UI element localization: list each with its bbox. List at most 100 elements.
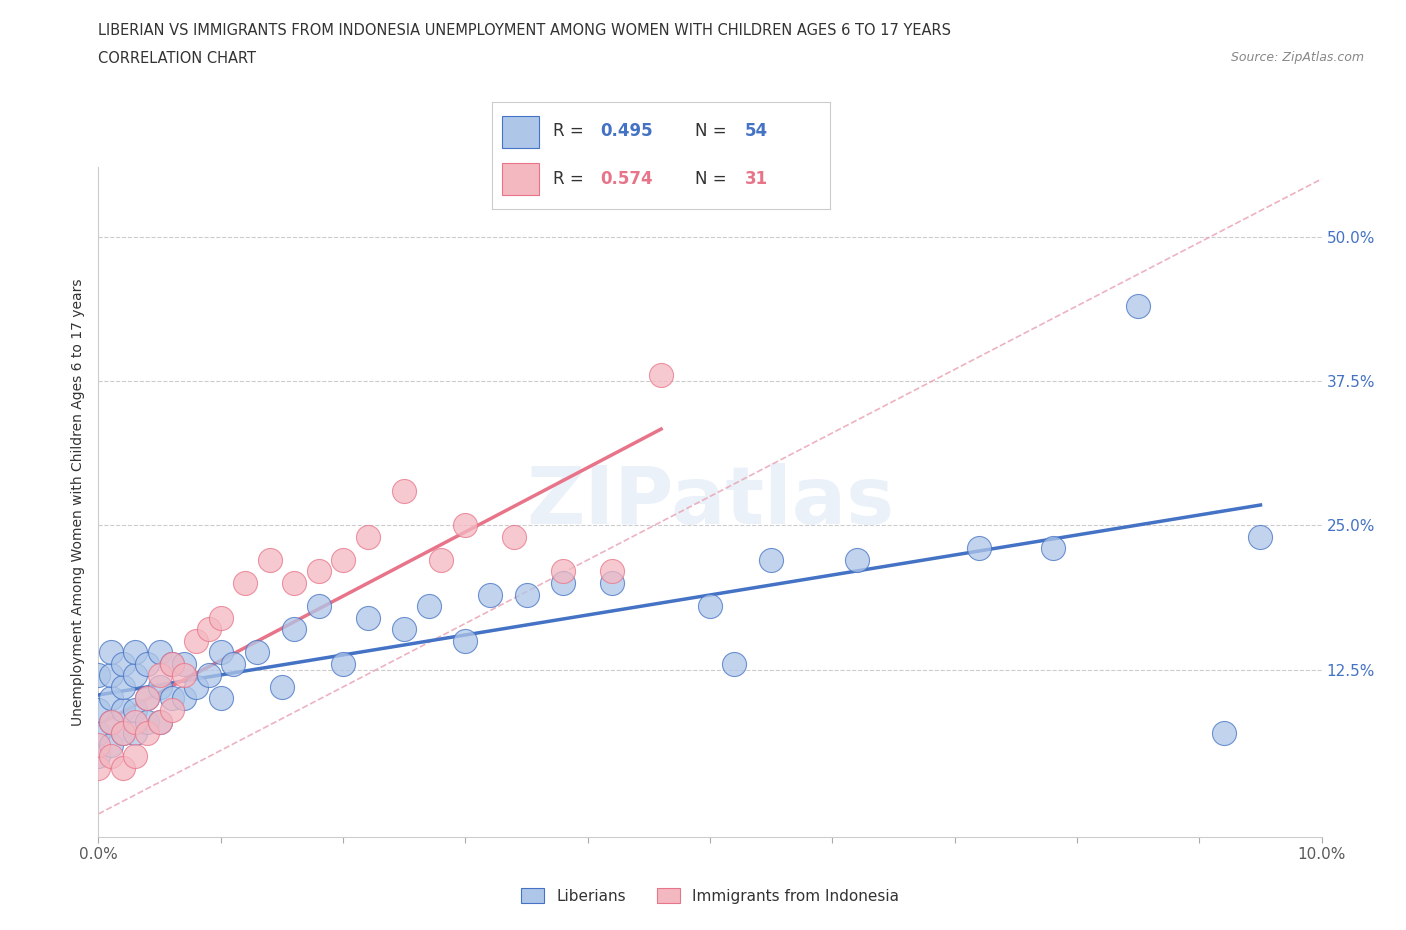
Point [100,644,122,659]
Point [100,714,122,729]
Point [356,610,378,625]
Point [111,702,134,717]
Text: 0.574: 0.574 [600,170,652,188]
Point [100,668,122,683]
Point [197,668,219,683]
Point [332,552,354,567]
Point [503,529,526,544]
Point [1249,529,1271,544]
Text: R =: R = [553,122,589,140]
Point [124,749,146,764]
Point [87,749,110,764]
Point [111,761,134,776]
Point [553,576,575,591]
Point [124,644,146,659]
Point [259,552,281,567]
Point [209,691,232,706]
Y-axis label: Unemployment Among Women with Children Ages 6 to 17 years: Unemployment Among Women with Children A… [72,278,86,726]
Point [723,657,745,671]
Point [111,725,134,740]
Point [209,610,232,625]
Point [222,657,245,671]
Point [160,691,183,706]
Point [136,691,159,706]
Point [111,680,134,695]
Point [454,518,477,533]
Text: N =: N = [695,122,731,140]
Point [186,680,208,695]
Point [124,725,146,740]
Point [332,657,354,671]
Point [186,633,208,648]
Point [173,657,195,671]
Text: CORRELATION CHART: CORRELATION CHART [98,51,256,66]
Point [136,714,159,729]
Point [454,633,477,648]
Point [392,622,416,637]
Point [270,680,292,695]
Point [100,714,122,729]
Point [600,576,623,591]
Point [356,529,378,544]
Point [87,702,110,717]
Point [967,541,990,556]
Point [87,668,110,683]
Point [1212,725,1234,740]
Point [699,599,721,614]
Point [111,657,134,671]
Point [111,725,134,740]
Point [136,725,159,740]
Text: 54: 54 [745,122,768,140]
FancyBboxPatch shape [502,116,540,148]
Point [173,668,195,683]
Point [1042,541,1064,556]
Point [418,599,440,614]
Point [136,691,159,706]
Point [149,644,172,659]
Point [149,714,172,729]
Point [124,702,146,717]
Point [124,668,146,683]
Point [87,725,110,740]
Point [209,644,232,659]
Point [149,680,172,695]
Point [149,714,172,729]
Point [160,657,183,671]
Point [1128,299,1150,313]
Point [308,564,330,578]
Point [516,587,538,602]
Point [283,576,305,591]
Point [308,599,330,614]
Point [650,367,672,382]
Text: Source: ZipAtlas.com: Source: ZipAtlas.com [1230,51,1364,64]
Point [430,552,453,567]
Legend: Liberians, Immigrants from Indonesia: Liberians, Immigrants from Indonesia [515,882,905,910]
FancyBboxPatch shape [502,164,540,195]
Point [149,668,172,683]
Point [160,657,183,671]
Point [87,737,110,752]
Point [197,622,219,637]
Point [160,702,183,717]
Text: 0.495: 0.495 [600,122,652,140]
Point [553,564,575,578]
Point [100,749,122,764]
Point [478,587,501,602]
Text: LIBERIAN VS IMMIGRANTS FROM INDONESIA UNEMPLOYMENT AMONG WOMEN WITH CHILDREN AGE: LIBERIAN VS IMMIGRANTS FROM INDONESIA UN… [98,23,952,38]
Point [124,714,146,729]
Point [759,552,782,567]
Text: 31: 31 [745,170,768,188]
Point [600,564,623,578]
Point [246,644,269,659]
Point [87,761,110,776]
Text: N =: N = [695,170,731,188]
Point [173,691,195,706]
Point [283,622,305,637]
Point [100,737,122,752]
Point [233,576,256,591]
Point [136,657,159,671]
Point [845,552,868,567]
Point [392,484,416,498]
Point [100,691,122,706]
Text: R =: R = [553,170,589,188]
